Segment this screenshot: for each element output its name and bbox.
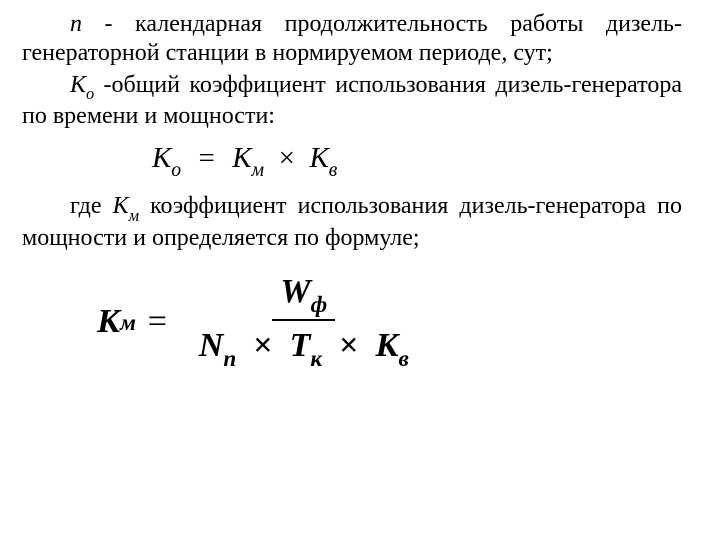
var-Km-K: К <box>113 193 129 219</box>
f2-den-times1: × <box>253 327 272 364</box>
f2-den-T: Т <box>290 327 311 364</box>
f1-K2: К <box>232 142 251 174</box>
para2-text: -общий коэффициент использования дизель-… <box>22 72 682 130</box>
f2-den-times2: × <box>339 327 358 364</box>
paragraph-ko: Ко -общий коэффициент использования дизе… <box>22 71 682 132</box>
f2-den-n: п <box>223 346 236 372</box>
f1-m: м <box>252 159 265 181</box>
f1-eq: = <box>199 142 215 174</box>
f2-num: Wф <box>272 271 335 321</box>
f2-num-f: ф <box>311 292 328 318</box>
para3-a: где <box>70 193 113 219</box>
f1-o: о <box>171 159 181 181</box>
f2-lhs-m: м <box>120 309 136 337</box>
f2-den-K: К <box>375 327 398 364</box>
f1-v: в <box>329 159 338 181</box>
f1-K3: К <box>309 142 328 174</box>
f2-den-k: к <box>310 346 322 372</box>
f2-lhs-K: К <box>97 301 120 342</box>
f1-K1: К <box>152 142 171 174</box>
formula-km: Км = Wф Nп × Тк × Кв <box>22 271 682 371</box>
f2-den-v: в <box>399 346 409 372</box>
var-Ko-sub: о <box>86 84 94 103</box>
f2-fraction: Wф Nп × Тк × Кв <box>191 271 417 371</box>
paragraph-km: где Км коэффициент использования дизель-… <box>22 192 682 253</box>
f2-num-W: W <box>280 273 310 310</box>
var-Km-sub: м <box>129 206 139 225</box>
var-Ko-K: К <box>70 72 86 98</box>
f1-times: × <box>279 142 295 174</box>
para1-text: - календарная продолжительность работы д… <box>22 11 682 66</box>
f2-den-N: N <box>199 327 224 364</box>
page: n - календарная продолжительность работы… <box>0 0 720 387</box>
var-n: n <box>70 11 82 37</box>
f2-eq: = <box>148 301 167 342</box>
formula-ko: Ко = Км × Кв <box>22 141 682 180</box>
f2-den: Nп × Тк × Кв <box>191 321 417 371</box>
paragraph-n: n - календарная продолжительность работы… <box>22 10 682 69</box>
